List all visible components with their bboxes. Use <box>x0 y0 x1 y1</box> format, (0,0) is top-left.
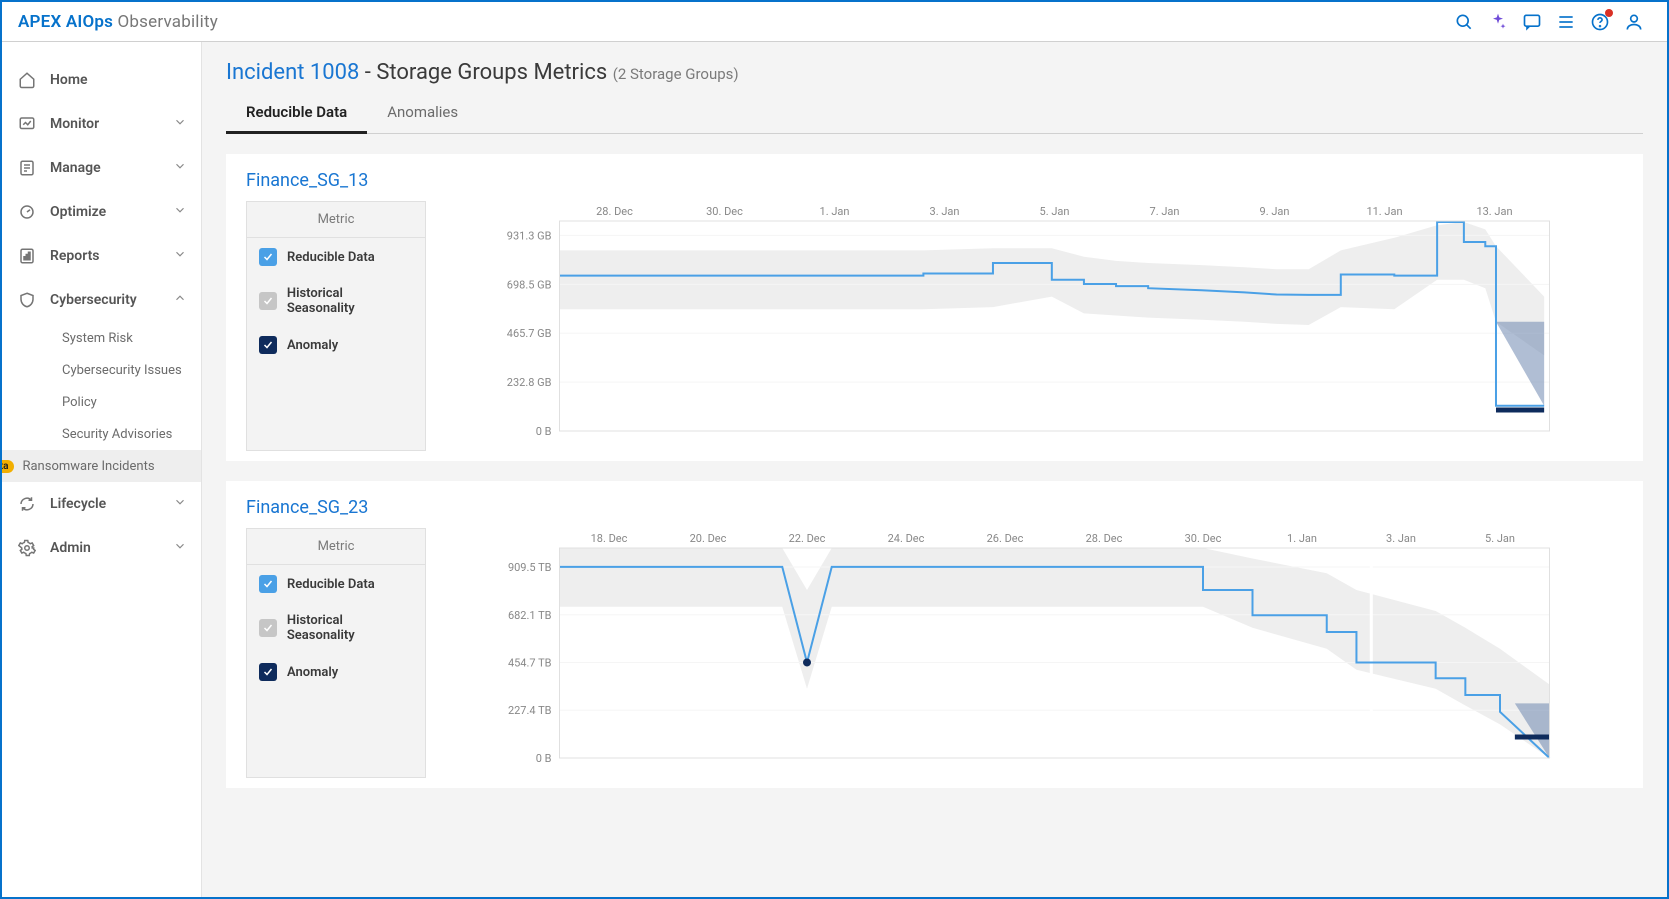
svg-text:18. Dec: 18. Dec <box>591 532 628 545</box>
checkbox-checked-icon <box>259 292 277 310</box>
chevron-down-icon <box>173 115 187 133</box>
legend-seasonality[interactable]: Historical Seasonality <box>247 276 425 326</box>
chevron-down-icon <box>173 203 187 221</box>
legend-reducible[interactable]: Reducible Data <box>247 238 425 276</box>
optimize-icon <box>16 201 38 223</box>
nav-ransomware[interactable]: Beta Ransomware Incidents <box>2 450 201 482</box>
chevron-up-icon <box>173 291 187 309</box>
shield-icon <box>16 289 38 311</box>
chart2: 909.5 TB 682.1 TB 454.7 TB 227.4 TB 0 B 18. D… <box>426 528 1623 778</box>
nav-cs-issues[interactable]: Cybersecurity Issues <box>2 354 201 386</box>
svg-text:3. Jan: 3. Jan <box>930 205 960 218</box>
svg-text:698.5 GB: 698.5 GB <box>507 278 552 291</box>
help-icon[interactable] <box>1583 5 1617 39</box>
svg-text:931.3 GB: 931.3 GB <box>507 229 552 242</box>
svg-text:0 B: 0 B <box>536 425 552 438</box>
svg-text:24. Dec: 24. Dec <box>888 532 925 545</box>
nav-admin[interactable]: Admin <box>2 526 201 570</box>
svg-text:232.8 GB: 232.8 GB <box>507 376 552 389</box>
svg-text:30. Dec: 30. Dec <box>1185 532 1222 545</box>
reports-icon <box>16 245 38 267</box>
svg-text:0 B: 0 B <box>536 752 552 765</box>
svg-text:28. Dec: 28. Dec <box>1086 532 1123 545</box>
svg-text:5. Jan: 5. Jan <box>1040 205 1070 218</box>
checkbox-checked-icon <box>259 248 277 266</box>
chevron-down-icon <box>173 539 187 557</box>
beta-badge: Beta <box>2 460 14 473</box>
svg-text:454.7 TB: 454.7 TB <box>508 657 552 670</box>
brand-secondary: Observability <box>118 12 218 32</box>
chevron-down-icon <box>173 247 187 265</box>
brand: APEX AIOps Observability <box>18 12 218 32</box>
tasks-icon[interactable] <box>1549 5 1583 39</box>
svg-text:30. Dec: 30. Dec <box>706 205 743 218</box>
svg-text:20. Dec: 20. Dec <box>690 532 727 545</box>
nav-monitor[interactable]: Monitor <box>2 102 201 146</box>
main-content: Incident 1008 - Storage Groups Metrics (… <box>202 42 1667 897</box>
nav-cybersecurity[interactable]: Cybersecurity <box>2 278 201 322</box>
user-icon[interactable] <box>1617 5 1651 39</box>
brand-primary: APEX AIOps <box>18 12 113 32</box>
svg-text:5. Jan: 5. Jan <box>1485 532 1515 545</box>
svg-text:28. Dec: 28. Dec <box>596 205 633 218</box>
svg-text:227.4 TB: 227.4 TB <box>508 704 552 717</box>
chart1: 931.3 GB 698.5 GB 465.7 GB 232.8 GB 0 B 28. D… <box>426 201 1623 451</box>
svg-text:3. Jan: 3. Jan <box>1386 532 1416 545</box>
nav-lifecycle[interactable]: Lifecycle <box>2 482 201 526</box>
nav-advisories[interactable]: Security Advisories <box>2 418 201 450</box>
legend-anomaly[interactable]: Anomaly <box>247 653 425 691</box>
tab-reducible[interactable]: Reducible Data <box>226 93 367 134</box>
svg-text:1. Jan: 1. Jan <box>1287 532 1317 545</box>
tab-anomalies[interactable]: Anomalies <box>367 93 478 133</box>
chart2-title[interactable]: Finance_SG_23 <box>246 497 1623 518</box>
checkbox-checked-icon <box>259 336 277 354</box>
nav-policy[interactable]: Policy <box>2 386 201 418</box>
checkbox-checked-icon <box>259 619 277 637</box>
chevron-down-icon <box>173 495 187 513</box>
legend-seasonality[interactable]: Historical Seasonality <box>247 603 425 653</box>
svg-text:22. Dec: 22. Dec <box>789 532 826 545</box>
svg-text:9. Jan: 9. Jan <box>1260 205 1290 218</box>
svg-text:7. Jan: 7. Jan <box>1150 205 1180 218</box>
metric-legend-1: Metric Reducible Data Historical Seasona… <box>246 201 426 451</box>
chevron-down-icon <box>173 159 187 177</box>
nav-home[interactable]: Home <box>2 58 201 102</box>
ai-sparkle-icon[interactable] <box>1481 5 1515 39</box>
gear-icon <box>16 537 38 559</box>
checkbox-checked-icon <box>259 663 277 681</box>
metric-legend-2: Metric Reducible Data Historical Seasona… <box>246 528 426 778</box>
lifecycle-icon <box>16 493 38 515</box>
svg-text:909.5 TB: 909.5 TB <box>508 561 552 574</box>
page-title: Incident 1008 - Storage Groups Metrics (… <box>226 60 1643 85</box>
nav-optimize[interactable]: Optimize <box>2 190 201 234</box>
checkbox-checked-icon <box>259 575 277 593</box>
svg-text:465.7 GB: 465.7 GB <box>507 327 552 340</box>
nav-reports[interactable]: Reports <box>2 234 201 278</box>
sidebar: Home Monitor Manage Optimize Reports Cyb… <box>2 42 202 897</box>
svg-text:11. Jan: 11. Jan <box>1366 205 1402 218</box>
chart1-title[interactable]: Finance_SG_13 <box>246 170 1623 191</box>
legend-reducible[interactable]: Reducible Data <box>247 565 425 603</box>
manage-icon <box>16 157 38 179</box>
incident-link[interactable]: Incident 1008 <box>226 60 359 85</box>
nav-manage[interactable]: Manage <box>2 146 201 190</box>
svg-text:13. Jan: 13. Jan <box>1476 205 1512 218</box>
chat-icon[interactable] <box>1515 5 1549 39</box>
search-icon[interactable] <box>1447 5 1481 39</box>
legend-anomaly[interactable]: Anomaly <box>247 326 425 364</box>
tabs: Reducible Data Anomalies <box>226 93 1643 134</box>
top-bar: APEX AIOps Observability <box>2 2 1667 42</box>
svg-text:26. Dec: 26. Dec <box>987 532 1024 545</box>
home-icon <box>16 69 38 91</box>
nav-system-risk[interactable]: System Risk <box>2 322 201 354</box>
svg-text:1. Jan: 1. Jan <box>820 205 850 218</box>
notification-dot <box>1605 9 1613 17</box>
svg-text:682.1 TB: 682.1 TB <box>508 609 552 622</box>
chart-panel-1: Finance_SG_13 Metric Reducible Data Hist… <box>226 154 1643 461</box>
chart-panel-2: Finance_SG_23 Metric Reducible Data Hist… <box>226 481 1643 788</box>
monitor-icon <box>16 113 38 135</box>
